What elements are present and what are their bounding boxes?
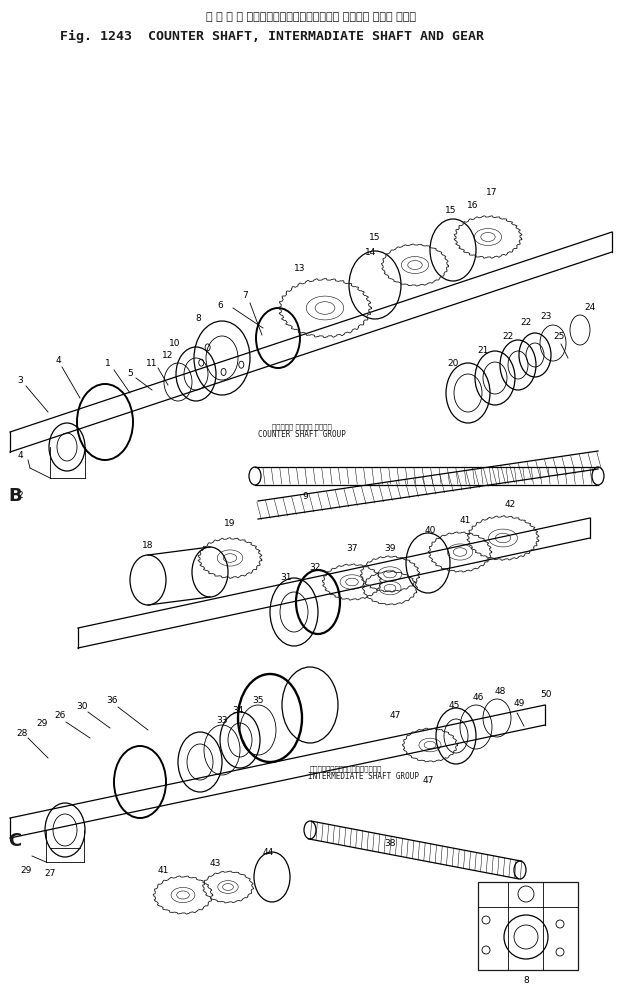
Text: 10: 10 [169, 339, 181, 348]
Text: 18: 18 [142, 541, 154, 550]
Text: 34: 34 [232, 705, 244, 714]
Text: 49: 49 [513, 698, 525, 707]
Text: 16: 16 [467, 200, 478, 209]
Text: 13: 13 [294, 264, 306, 273]
Text: 26: 26 [54, 710, 65, 719]
Text: 23: 23 [540, 312, 552, 321]
Text: 17: 17 [486, 187, 498, 196]
Text: B: B [8, 487, 22, 505]
Text: 46: 46 [472, 692, 483, 701]
Text: カウンター シャフト グループ: カウンター シャフト グループ [272, 423, 332, 429]
Text: 22: 22 [520, 318, 531, 327]
Text: 28: 28 [16, 728, 27, 737]
Text: 43: 43 [209, 859, 221, 868]
Text: 25: 25 [553, 332, 564, 341]
Text: 29: 29 [21, 866, 32, 874]
Text: インタァメジェートシャフトグループ: インタァメジェートシャフトグループ [310, 765, 383, 772]
Text: 19: 19 [224, 519, 235, 528]
Text: 2: 2 [17, 490, 23, 500]
Text: 42: 42 [505, 500, 516, 509]
Text: 15: 15 [369, 232, 381, 241]
Text: 35: 35 [252, 695, 264, 704]
Text: 37: 37 [346, 544, 358, 553]
Text: 48: 48 [494, 686, 506, 695]
Text: 41: 41 [158, 866, 169, 874]
Text: 40: 40 [424, 526, 435, 535]
Text: C: C [8, 832, 21, 850]
Text: 6: 6 [217, 301, 223, 310]
Text: 8: 8 [523, 975, 529, 984]
Text: 4: 4 [55, 356, 61, 365]
Text: 39: 39 [384, 544, 396, 553]
Text: 38: 38 [384, 839, 396, 848]
Text: 45: 45 [449, 700, 460, 709]
Text: 33: 33 [216, 715, 228, 724]
Text: 44: 44 [262, 848, 273, 857]
Text: 30: 30 [76, 701, 88, 710]
Text: 7: 7 [242, 291, 248, 300]
Text: 15: 15 [445, 205, 457, 214]
Text: 32: 32 [309, 563, 321, 572]
Text: 31: 31 [280, 573, 292, 582]
Text: 29: 29 [36, 718, 48, 727]
Text: 3: 3 [17, 375, 23, 384]
Text: 9: 9 [302, 491, 308, 501]
Text: カ ウ ン タ シャフト、インターメジェート シャフト および ギヤー: カ ウ ン タ シャフト、インターメジェート シャフト および ギヤー [206, 12, 416, 22]
Text: 36: 36 [107, 695, 118, 704]
Text: 12: 12 [163, 351, 174, 360]
Text: Fig. 1243  COUNTER SHAFT, INTERMADIATE SHAFT AND GEAR: Fig. 1243 COUNTER SHAFT, INTERMADIATE SH… [60, 30, 484, 43]
Text: 47: 47 [389, 710, 401, 719]
Text: COUNTER SHAFT GROUP: COUNTER SHAFT GROUP [258, 430, 346, 439]
Text: 21: 21 [477, 346, 488, 355]
Text: 24: 24 [584, 303, 596, 312]
Text: 22: 22 [502, 332, 513, 341]
Text: 11: 11 [146, 359, 158, 368]
Text: 27: 27 [44, 869, 55, 877]
Text: 8: 8 [195, 314, 201, 323]
Text: 1: 1 [105, 359, 111, 368]
Text: 50: 50 [540, 689, 552, 698]
Text: 14: 14 [365, 247, 377, 257]
Text: 41: 41 [459, 516, 471, 525]
Text: 5: 5 [127, 369, 133, 377]
Text: 47: 47 [422, 776, 434, 785]
Text: 20: 20 [447, 359, 459, 368]
Text: INTERMEDIATE SHAFT GROUP: INTERMEDIATE SHAFT GROUP [308, 772, 419, 781]
Text: 4: 4 [17, 450, 23, 459]
